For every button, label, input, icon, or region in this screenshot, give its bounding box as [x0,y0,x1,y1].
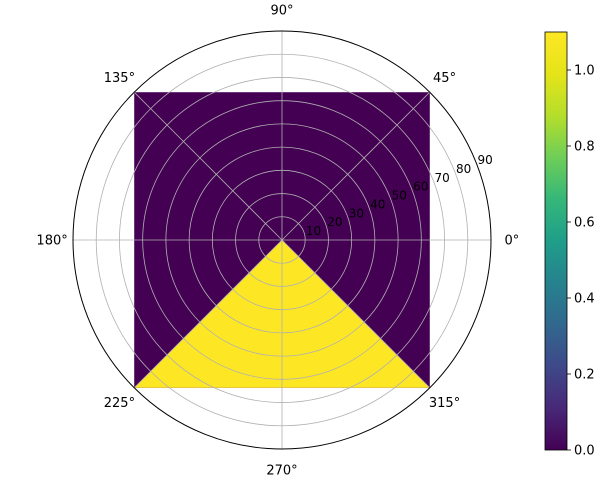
angular-gridline [133,239,283,389]
angular-tick-label: 45° [433,71,456,86]
angular-tick-label: 270° [266,463,297,478]
radial-tick-label: 40 [370,197,385,211]
colorbar-gradient [544,31,568,451]
angular-tick-labels: 0° 45° 90° 135° 180° 225° 270° 315° [36,4,519,479]
radial-tick-label: 30 [349,206,364,220]
colorbar-tick-label: 0.8 [574,140,595,155]
radial-tick-label: 90 [477,153,492,167]
radial-tick-label: 20 [327,215,342,229]
colorbar-tick-label: 0.4 [574,292,595,307]
angular-tick-label: 225° [104,396,135,411]
radial-tick-label: 50 [392,189,407,203]
colorbar-ticks: 0.0 0.2 0.4 0.6 0.8 1.0 [567,64,595,459]
radial-tick-labels: 10 20 30 40 50 60 70 80 90 [306,153,493,238]
polar-axes: 10 20 30 40 50 60 70 80 90 0° 45° 90° 135° 180° 225° 2… [36,4,519,479]
polar-grid [73,31,491,449]
radial-tick-label: 70 [435,171,450,185]
angular-tick-label: 0° [505,234,520,249]
colorbar-tick-label: 0.2 [574,368,595,383]
polar-axes-outline [72,30,492,450]
angular-tick-label: 90° [270,4,293,19]
angular-tick-label: 135° [104,71,135,86]
radial-tick-label: 10 [306,224,321,238]
angular-gridline [133,91,283,241]
angular-tick-label: 180° [36,234,67,249]
colorbar-tick-label: 0.6 [574,216,595,231]
radial-tick-label: 80 [456,162,471,176]
radial-tick-label: 60 [413,180,428,194]
colorbar: 0.0 0.2 0.4 0.6 0.8 1.0 [544,31,595,459]
colorbar-tick-label: 1.0 [574,64,595,79]
angular-gridline [281,91,431,241]
colorbar-tick-label: 0.0 [574,444,595,459]
angular-gridline [281,239,431,389]
angular-tick-label: 315° [429,396,460,411]
